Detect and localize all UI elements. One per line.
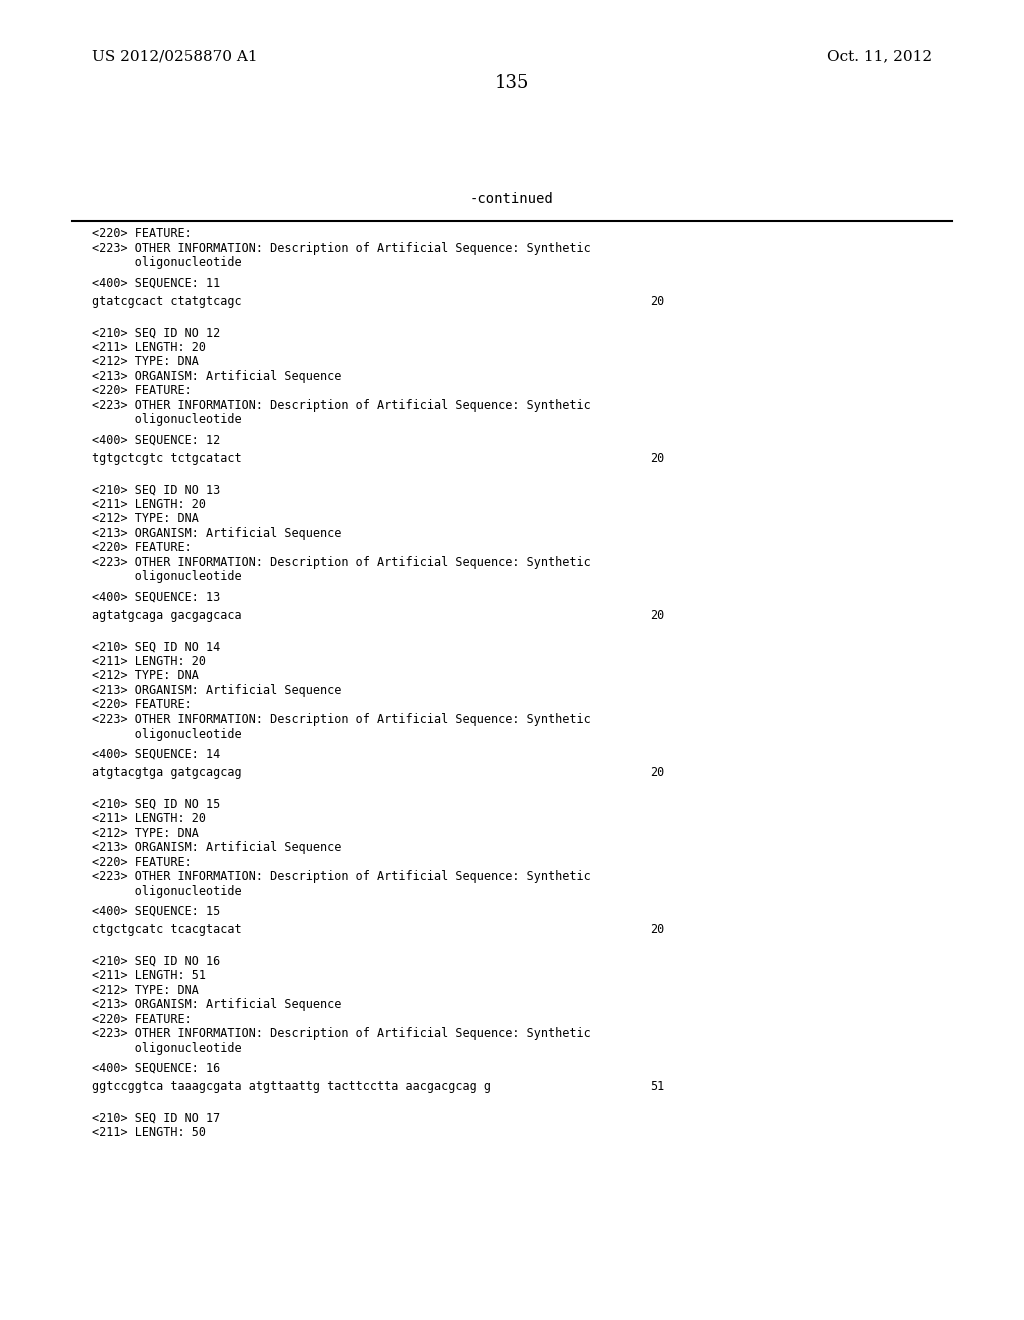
Text: 135: 135 bbox=[495, 74, 529, 92]
Text: <213> ORGANISM: Artificial Sequence: <213> ORGANISM: Artificial Sequence bbox=[92, 998, 342, 1011]
Text: <210> SEQ ID NO 12: <210> SEQ ID NO 12 bbox=[92, 326, 220, 339]
Text: oligonucleotide: oligonucleotide bbox=[92, 570, 242, 583]
Text: Oct. 11, 2012: Oct. 11, 2012 bbox=[826, 49, 932, 63]
Text: <211> LENGTH: 51: <211> LENGTH: 51 bbox=[92, 969, 206, 982]
Text: 20: 20 bbox=[650, 766, 665, 779]
Text: <210> SEQ ID NO 15: <210> SEQ ID NO 15 bbox=[92, 797, 220, 810]
Text: oligonucleotide: oligonucleotide bbox=[92, 727, 242, 741]
Text: <212> TYPE: DNA: <212> TYPE: DNA bbox=[92, 983, 199, 997]
Text: atgtacgtga gatgcagcag: atgtacgtga gatgcagcag bbox=[92, 766, 242, 779]
Text: 20: 20 bbox=[650, 451, 665, 465]
Text: <400> SEQUENCE: 12: <400> SEQUENCE: 12 bbox=[92, 433, 220, 446]
Text: gtatcgcact ctatgtcagc: gtatcgcact ctatgtcagc bbox=[92, 294, 242, 308]
Text: <211> LENGTH: 20: <211> LENGTH: 20 bbox=[92, 341, 206, 354]
Text: <213> ORGANISM: Artificial Sequence: <213> ORGANISM: Artificial Sequence bbox=[92, 370, 342, 383]
Text: 20: 20 bbox=[650, 923, 665, 936]
Text: <400> SEQUENCE: 15: <400> SEQUENCE: 15 bbox=[92, 904, 220, 917]
Text: tgtgctcgtc tctgcatact: tgtgctcgtc tctgcatact bbox=[92, 451, 242, 465]
Text: agtatgcaga gacgagcaca: agtatgcaga gacgagcaca bbox=[92, 609, 242, 622]
Text: <212> TYPE: DNA: <212> TYPE: DNA bbox=[92, 826, 199, 840]
Text: <223> OTHER INFORMATION: Description of Artificial Sequence: Synthetic: <223> OTHER INFORMATION: Description of … bbox=[92, 399, 591, 412]
Text: <210> SEQ ID NO 16: <210> SEQ ID NO 16 bbox=[92, 954, 220, 968]
Text: <220> FEATURE:: <220> FEATURE: bbox=[92, 698, 191, 711]
Text: <213> ORGANISM: Artificial Sequence: <213> ORGANISM: Artificial Sequence bbox=[92, 841, 342, 854]
Text: <212> TYPE: DNA: <212> TYPE: DNA bbox=[92, 355, 199, 368]
Text: <212> TYPE: DNA: <212> TYPE: DNA bbox=[92, 669, 199, 682]
Text: -continued: -continued bbox=[470, 191, 554, 206]
Text: <210> SEQ ID NO 13: <210> SEQ ID NO 13 bbox=[92, 483, 220, 496]
Text: <213> ORGANISM: Artificial Sequence: <213> ORGANISM: Artificial Sequence bbox=[92, 527, 342, 540]
Text: <220> FEATURE:: <220> FEATURE: bbox=[92, 384, 191, 397]
Text: <223> OTHER INFORMATION: Description of Artificial Sequence: Synthetic: <223> OTHER INFORMATION: Description of … bbox=[92, 242, 591, 255]
Text: <223> OTHER INFORMATION: Description of Artificial Sequence: Synthetic: <223> OTHER INFORMATION: Description of … bbox=[92, 1027, 591, 1040]
Text: <211> LENGTH: 50: <211> LENGTH: 50 bbox=[92, 1126, 206, 1139]
Text: <220> FEATURE:: <220> FEATURE: bbox=[92, 855, 191, 869]
Text: <223> OTHER INFORMATION: Description of Artificial Sequence: Synthetic: <223> OTHER INFORMATION: Description of … bbox=[92, 556, 591, 569]
Text: <220> FEATURE:: <220> FEATURE: bbox=[92, 1012, 191, 1026]
Text: <223> OTHER INFORMATION: Description of Artificial Sequence: Synthetic: <223> OTHER INFORMATION: Description of … bbox=[92, 713, 591, 726]
Text: <223> OTHER INFORMATION: Description of Artificial Sequence: Synthetic: <223> OTHER INFORMATION: Description of … bbox=[92, 870, 591, 883]
Text: 20: 20 bbox=[650, 294, 665, 308]
Text: <400> SEQUENCE: 16: <400> SEQUENCE: 16 bbox=[92, 1061, 220, 1074]
Text: oligonucleotide: oligonucleotide bbox=[92, 1041, 242, 1055]
Text: <211> LENGTH: 20: <211> LENGTH: 20 bbox=[92, 655, 206, 668]
Text: <213> ORGANISM: Artificial Sequence: <213> ORGANISM: Artificial Sequence bbox=[92, 684, 342, 697]
Text: oligonucleotide: oligonucleotide bbox=[92, 413, 242, 426]
Text: <220> FEATURE:: <220> FEATURE: bbox=[92, 227, 191, 240]
Text: <211> LENGTH: 20: <211> LENGTH: 20 bbox=[92, 498, 206, 511]
Text: <220> FEATURE:: <220> FEATURE: bbox=[92, 541, 191, 554]
Text: oligonucleotide: oligonucleotide bbox=[92, 256, 242, 269]
Text: ctgctgcatc tcacgtacat: ctgctgcatc tcacgtacat bbox=[92, 923, 242, 936]
Text: 20: 20 bbox=[650, 609, 665, 622]
Text: <210> SEQ ID NO 17: <210> SEQ ID NO 17 bbox=[92, 1111, 220, 1125]
Text: <400> SEQUENCE: 13: <400> SEQUENCE: 13 bbox=[92, 590, 220, 603]
Text: <212> TYPE: DNA: <212> TYPE: DNA bbox=[92, 512, 199, 525]
Text: oligonucleotide: oligonucleotide bbox=[92, 884, 242, 898]
Text: 51: 51 bbox=[650, 1080, 665, 1093]
Text: <400> SEQUENCE: 11: <400> SEQUENCE: 11 bbox=[92, 276, 220, 289]
Text: <210> SEQ ID NO 14: <210> SEQ ID NO 14 bbox=[92, 640, 220, 653]
Text: ggtccggtca taaagcgata atgttaattg tacttcctta aacgacgcag g: ggtccggtca taaagcgata atgttaattg tacttcc… bbox=[92, 1080, 492, 1093]
Text: <400> SEQUENCE: 14: <400> SEQUENCE: 14 bbox=[92, 747, 220, 760]
Text: <211> LENGTH: 20: <211> LENGTH: 20 bbox=[92, 812, 206, 825]
Text: US 2012/0258870 A1: US 2012/0258870 A1 bbox=[92, 49, 258, 63]
